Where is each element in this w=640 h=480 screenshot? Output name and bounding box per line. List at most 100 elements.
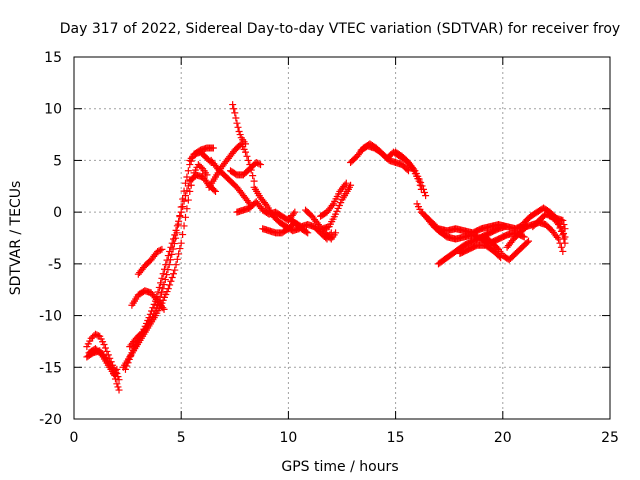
data-point bbox=[557, 227, 565, 235]
series-arc-12 bbox=[227, 158, 265, 179]
data-point bbox=[183, 187, 191, 195]
data-point bbox=[525, 237, 533, 245]
data-point bbox=[184, 167, 192, 175]
data-point bbox=[157, 279, 165, 287]
data-point bbox=[249, 172, 257, 180]
data-point bbox=[556, 224, 564, 232]
data-point bbox=[171, 231, 179, 239]
data-point bbox=[210, 186, 218, 194]
data-point bbox=[125, 355, 133, 363]
data-point bbox=[242, 148, 250, 156]
series-arc-30 bbox=[520, 204, 569, 241]
data-point bbox=[115, 386, 123, 394]
data-point bbox=[114, 383, 122, 391]
data-point bbox=[236, 131, 244, 139]
data-point bbox=[234, 123, 242, 131]
data-point bbox=[113, 380, 121, 388]
data-point bbox=[167, 277, 175, 285]
data-point bbox=[172, 261, 180, 269]
data-point bbox=[121, 365, 129, 373]
data-point bbox=[231, 109, 239, 117]
data-point bbox=[162, 261, 170, 269]
series-arc-32 bbox=[546, 212, 569, 233]
data-point bbox=[175, 217, 183, 225]
data-point bbox=[113, 365, 121, 373]
series-arc-7 bbox=[128, 287, 168, 313]
data-point bbox=[111, 375, 119, 383]
data-point bbox=[417, 178, 425, 186]
data-point bbox=[127, 352, 135, 360]
data-point bbox=[137, 329, 145, 337]
data-point bbox=[559, 216, 567, 224]
data-point bbox=[421, 188, 429, 196]
data-point bbox=[230, 105, 238, 113]
data-point bbox=[164, 252, 172, 260]
series-arc-28 bbox=[482, 233, 533, 264]
data-point bbox=[180, 222, 188, 230]
data-points bbox=[83, 101, 569, 394]
data-point bbox=[115, 376, 123, 384]
data-point bbox=[243, 152, 251, 160]
data-point bbox=[242, 140, 250, 148]
data-point bbox=[257, 161, 265, 169]
data-point bbox=[553, 233, 561, 241]
y-tick-label: 0 bbox=[53, 205, 62, 221]
y-tick-label: -5 bbox=[48, 257, 62, 273]
data-point bbox=[304, 229, 312, 237]
data-point bbox=[403, 166, 411, 174]
series-arc-9 bbox=[186, 144, 217, 164]
data-point bbox=[150, 300, 158, 308]
data-point bbox=[212, 187, 220, 195]
y-axis-label: SDTVAR / TECUs bbox=[8, 181, 24, 296]
data-point bbox=[155, 283, 163, 291]
data-point bbox=[415, 175, 423, 183]
series-arc-29 bbox=[503, 218, 567, 255]
data-point bbox=[163, 271, 171, 279]
data-point bbox=[159, 304, 167, 312]
data-point bbox=[422, 192, 430, 200]
data-point bbox=[179, 231, 187, 239]
data-point bbox=[159, 285, 167, 293]
data-point bbox=[158, 245, 166, 253]
data-point bbox=[159, 270, 167, 278]
data-point bbox=[418, 182, 426, 190]
data-point bbox=[169, 235, 177, 243]
data-point bbox=[179, 203, 187, 211]
data-point bbox=[341, 181, 349, 189]
data-point bbox=[410, 165, 418, 173]
data-point bbox=[111, 372, 119, 380]
data-point bbox=[173, 222, 181, 230]
data-point bbox=[232, 114, 240, 122]
x-tick-label: 25 bbox=[601, 430, 619, 446]
data-point bbox=[163, 256, 171, 264]
data-point bbox=[520, 233, 528, 241]
data-point bbox=[167, 243, 175, 251]
data-point bbox=[160, 281, 168, 289]
data-point bbox=[290, 210, 298, 218]
data-point bbox=[342, 179, 350, 187]
data-point bbox=[291, 208, 299, 216]
data-point bbox=[100, 341, 108, 349]
data-point bbox=[168, 274, 176, 282]
x-tick-label: 20 bbox=[494, 430, 512, 446]
plot-frame bbox=[73, 56, 611, 420]
data-point bbox=[156, 246, 164, 254]
data-point bbox=[559, 247, 567, 255]
data-point bbox=[560, 221, 568, 229]
data-point bbox=[559, 231, 567, 239]
series-arc-27 bbox=[456, 241, 505, 262]
data-point bbox=[157, 289, 165, 297]
data-point bbox=[175, 250, 183, 258]
data-point bbox=[173, 255, 181, 263]
data-point bbox=[557, 243, 565, 251]
data-point bbox=[176, 245, 184, 253]
data-point bbox=[177, 239, 185, 247]
data-point bbox=[561, 239, 569, 247]
chart-title: Day 317 of 2022, Sidereal Day-to-day VTE… bbox=[60, 21, 620, 37]
series-arc-13 bbox=[229, 101, 250, 148]
data-point bbox=[233, 119, 241, 127]
data-point bbox=[149, 304, 157, 312]
data-point bbox=[177, 208, 185, 216]
data-point bbox=[302, 228, 310, 236]
